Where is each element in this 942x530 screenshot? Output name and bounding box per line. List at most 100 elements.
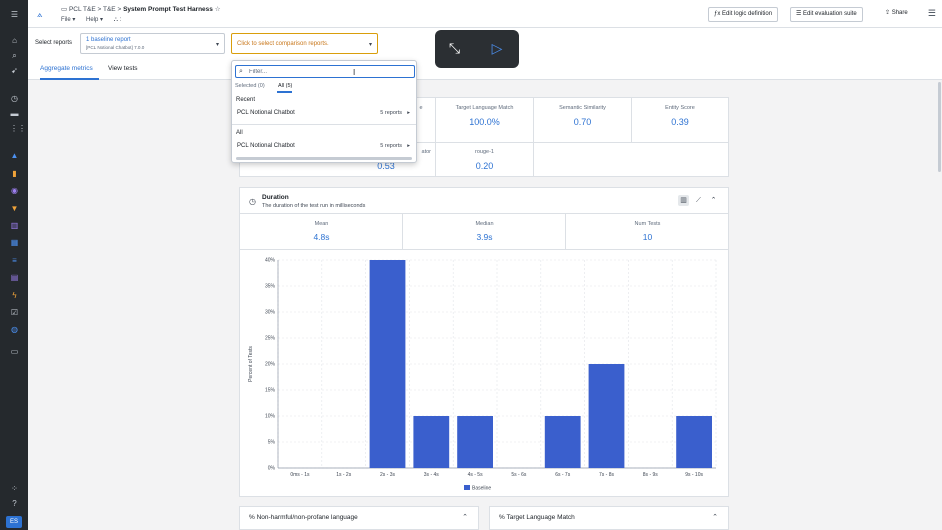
filter-icon[interactable]: ▼ [10, 204, 19, 213]
caret-down-icon: ▾ [215, 42, 219, 48]
section-recent: Recent [236, 97, 256, 103]
ontology-icon[interactable]: ▤ [10, 273, 19, 282]
edit-suite-button[interactable]: ☰ Edit evaluation suite [790, 7, 863, 22]
filter-input[interactable] [249, 67, 409, 77]
tab-aggregate-metrics[interactable]: Aggregate metrics [40, 65, 93, 72]
exit-fullscreen-icon[interactable]: ⤡ [448, 40, 461, 56]
percent-icon: % [499, 514, 507, 521]
collapse-icon[interactable]: ⌃ [712, 514, 718, 521]
filter-input-wrapper: ⌕ I [235, 65, 415, 78]
list-item-count: 5 reports [380, 143, 402, 149]
tab-all[interactable]: All (5) [278, 83, 293, 89]
explore-icon[interactable]: ◉ [11, 186, 18, 195]
caret-down-icon: ▾ [368, 42, 372, 48]
menu-icon[interactable]: ☰ [10, 10, 19, 19]
tab-selected[interactable]: Selected (0) [235, 83, 265, 89]
check-icon[interactable]: ☑ [10, 308, 19, 317]
metric-name: rouge-1 [475, 149, 494, 155]
rocket-icon[interactable]: ➹ [11, 66, 18, 75]
breadcrumb-separator: > [97, 6, 102, 13]
folder-icon[interactable]: ▬ [10, 109, 19, 118]
menu-file[interactable]: File ▾ [61, 17, 76, 23]
globe-icon[interactable]: ◍ [11, 325, 18, 334]
y-tick-label: 40% [265, 258, 276, 264]
recording-controls: ⤡ ▷ [435, 30, 519, 68]
divider [240, 249, 728, 250]
history-icon[interactable]: ◷ [11, 94, 18, 103]
left-nav-rail: ☰ ⌂ ⌕ ➹ ◷ ▬ ⋮⋮ ▲ ▮ ◉ ▼ ▥ ▦ ≡ ▤ ϟ ☑ ◍ ▭ ⁘… [0, 0, 28, 530]
lightning-icon[interactable]: ϟ [12, 291, 17, 300]
histogram-bar [588, 364, 625, 468]
function-icon: ƒx [714, 11, 723, 17]
baseline-title: 1 baseline report [86, 37, 131, 43]
y-tick-label: 5% [268, 440, 276, 446]
edit-logic-button[interactable]: ƒx Edit logic definition [708, 7, 779, 22]
comparison-report-select[interactable]: Click to select comparison reports. ▾ [231, 33, 378, 54]
divider [435, 98, 436, 176]
y-tick-label: 0% [268, 466, 276, 472]
divider [402, 214, 403, 249]
active-tab-indicator [277, 91, 292, 93]
metric-name: Semantic Similarity [559, 105, 606, 111]
list-item[interactable]: PCL Notional Chatbot 5 reports ▸ [232, 141, 416, 153]
breadcrumb-separator: > [117, 6, 122, 13]
search-icon[interactable]: ⌕ [12, 51, 17, 60]
grid-icon[interactable]: ⋮⋮ [10, 124, 26, 133]
inbox-icon[interactable]: ▭ [10, 347, 19, 356]
collapse-icon[interactable]: ⌃ [462, 514, 468, 521]
y-tick-label: 10% [265, 414, 276, 420]
workshop-icon[interactable]: ▲ [10, 151, 19, 160]
pipeline-icon[interactable]: ≡ [12, 256, 17, 265]
dataset-icon[interactable]: ▮ [12, 169, 17, 178]
tab-view-tests[interactable]: View tests [108, 65, 138, 72]
apps-icon[interactable]: ⁘ [11, 484, 18, 493]
text-cursor-icon: I [353, 68, 356, 77]
divider [565, 214, 566, 249]
percent-icon: % [249, 514, 257, 521]
list-item-count: 5 reports [380, 110, 402, 116]
metric-cell: rouge-1 0.20 [436, 149, 533, 171]
metric-name: e [419, 105, 423, 111]
popover-scrollbar[interactable] [236, 157, 412, 160]
more-menu-icon[interactable]: ☰ [927, 8, 936, 18]
home-icon[interactable]: ⌂ [12, 36, 17, 45]
share-label: Share [891, 10, 908, 16]
stat-name: Num Tests [634, 221, 661, 227]
avatar[interactable]: ES [6, 516, 22, 528]
bar-chart-toggle-icon[interactable]: ▥ [678, 195, 689, 206]
menu-help[interactable]: Help ▾ [86, 17, 104, 23]
metric-value: 0.20 [475, 161, 494, 171]
stat-value: 3.9s [476, 232, 493, 242]
x-tick-label: 3s - 4s [424, 472, 440, 478]
x-tick-label: 1s - 2s [336, 472, 352, 478]
app-header: ⟑ ▭ PCL T&E > T&E > System Prompt Test H… [28, 0, 942, 28]
play-icon[interactable]: ▷ [491, 40, 503, 56]
line-chart-toggle-icon[interactable]: ⟋ [696, 197, 701, 204]
breadcrumb-item[interactable]: PCL T&E [68, 6, 96, 13]
list-item[interactable]: PCL Notional Chatbot 5 reports ▸ [232, 108, 416, 120]
table-icon[interactable]: ▦ [10, 238, 19, 247]
baseline-report-select[interactable]: 1 baseline report [PCL Notional Chatbot]… [80, 33, 225, 54]
collapse-icon[interactable]: ⌃ [710, 197, 717, 204]
page-scrollbar[interactable] [938, 82, 941, 172]
star-icon[interactable]: ☆ [214, 6, 221, 13]
histogram-bar [544, 416, 581, 468]
divider [240, 213, 728, 214]
clock-icon: ◷ [249, 197, 256, 206]
list-item-name: PCL Notional Chatbot [237, 110, 295, 116]
y-tick-label: 15% [265, 388, 276, 394]
chevron-right-icon: ▸ [407, 110, 410, 116]
metric-value: 0.39 [671, 117, 689, 127]
share-button[interactable]: ⇪ Share [880, 7, 913, 22]
breadcrumb-item[interactable]: T&E [103, 6, 116, 13]
histogram-bar [676, 416, 712, 468]
chart-icon[interactable]: ▥ [10, 221, 19, 230]
help-icon[interactable]: ? [12, 499, 17, 508]
duration-card: ◷ Duration The duration of the test run … [239, 187, 729, 497]
edit-suite-label: Edit evaluation suite [803, 11, 857, 17]
stat-mean: Mean 4.8s [240, 221, 403, 242]
y-tick-label: 25% [265, 336, 276, 342]
menu-resources[interactable]: ⛬ : [113, 17, 122, 23]
metric-name: Target Language Match [455, 105, 514, 111]
target-language-card: % Target Language Match ⌃ [489, 506, 729, 530]
